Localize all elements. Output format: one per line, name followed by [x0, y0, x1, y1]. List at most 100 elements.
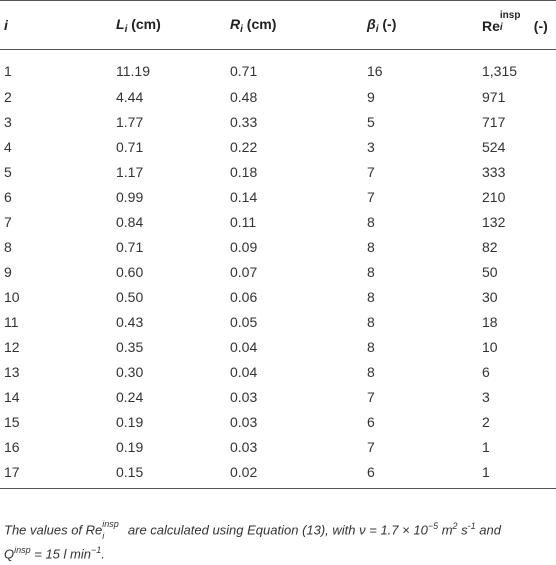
- cell-length: 0.71: [116, 238, 144, 255]
- cell-reynolds: 2: [482, 413, 490, 430]
- cell-reynolds: 1,315: [482, 63, 518, 79]
- cell-reynolds: 132: [482, 213, 506, 230]
- cell-length: 1.17: [116, 163, 144, 180]
- table-row: 10 0.50 0.06 8 30: [0, 284, 556, 309]
- table-body: 1 11.19 0.71 16 1,315 2 4.44 0.48 9 971 3 1.77 0.33 5…: [0, 50, 556, 489]
- table-row: 8 0.71 0.09 8 82: [0, 234, 556, 259]
- table-row: 1 11.19 0.71 16 1,315: [0, 50, 556, 85]
- cell-length: 11.19: [116, 63, 150, 79]
- cell-length: 0.15: [112, 459, 226, 489]
- data-table-container: i Li (cm) Ri (cm) βi (-) Re insp i (-) 1 11…: [0, 0, 556, 489]
- cell-beta: 16: [367, 63, 383, 79]
- header-i: i: [0, 0, 112, 50]
- cell-length: 0.50: [116, 288, 144, 305]
- cell-reynolds: 3: [482, 388, 490, 405]
- cell-radius: 0.33: [230, 113, 258, 130]
- cell-radius: 0.06: [230, 288, 258, 305]
- table-caption: The values of Re insp i are calculated usi…: [4, 519, 501, 562]
- header-radius: Ri (cm): [226, 0, 363, 50]
- table-row: 9 0.60 0.07 8 50: [0, 259, 556, 284]
- cell-beta: 6: [363, 459, 478, 489]
- cell-i: 9: [4, 263, 12, 280]
- cell-i: 4: [4, 138, 12, 155]
- cell-reynolds: 1: [482, 438, 490, 455]
- cell-beta: 7: [367, 188, 375, 205]
- table-row: 6 0.99 0.14 7 210: [0, 184, 556, 209]
- cell-length: 0.35: [116, 338, 144, 355]
- cell-i: 17: [0, 459, 112, 489]
- cell-length: 0.84: [116, 213, 144, 230]
- header-beta: βi (-): [363, 0, 478, 50]
- header-length: Li (cm): [112, 0, 226, 50]
- table-row: 11 0.43 0.05 8 18: [0, 309, 556, 334]
- cell-radius: 0.03: [230, 438, 258, 455]
- cell-reynolds: 971: [482, 88, 506, 105]
- table-row: 14 0.24 0.03 7 3: [0, 384, 556, 409]
- cell-reynolds: 524: [482, 138, 506, 155]
- cell-i: 3: [4, 113, 12, 130]
- cell-reynolds: 50: [482, 263, 498, 280]
- cell-reynolds: 10: [482, 338, 498, 355]
- cell-radius: 0.04: [230, 363, 258, 380]
- cell-radius: 0.03: [230, 413, 258, 430]
- table-row: 16 0.19 0.03 7 1: [0, 434, 556, 459]
- cell-beta: 9: [367, 88, 375, 105]
- cell-reynolds: 18: [482, 313, 498, 330]
- cell-i: 7: [4, 213, 12, 230]
- cell-reynolds: 333: [482, 163, 506, 180]
- cell-beta: 7: [367, 438, 375, 455]
- cell-i: 11: [4, 313, 19, 330]
- cell-radius: 0.03: [230, 388, 258, 405]
- cell-radius: 0.11: [230, 213, 257, 230]
- cell-i: 6: [4, 188, 12, 205]
- table-row: 15 0.19 0.03 6 2: [0, 409, 556, 434]
- cell-beta: 8: [367, 263, 375, 280]
- table-row: 17 0.15 0.02 6 1: [0, 459, 556, 489]
- cell-length: 0.24: [116, 388, 144, 405]
- table-row: 3 1.77 0.33 5 717: [0, 109, 556, 134]
- cell-reynolds: 6: [482, 363, 490, 380]
- cell-radius: 0.07: [230, 263, 258, 280]
- cell-beta: 8: [367, 213, 375, 230]
- cell-radius: 0.04: [230, 338, 258, 355]
- cell-length: 1.77: [116, 113, 144, 130]
- header-reynolds: Re insp i (-): [478, 0, 556, 50]
- cell-i: 2: [4, 88, 12, 105]
- cell-length: 0.43: [116, 313, 144, 330]
- header-row: i Li (cm) Ri (cm) βi (-) Re insp i (-): [0, 0, 556, 50]
- cell-length: 0.19: [116, 413, 144, 430]
- cell-beta: 8: [367, 363, 375, 380]
- cell-length: 0.60: [116, 263, 144, 280]
- cell-radius: 0.48: [230, 88, 258, 105]
- table-row: 13 0.30 0.04 8 6: [0, 359, 556, 384]
- cell-beta: 6: [367, 413, 375, 430]
- table-row: 12 0.35 0.04 8 10: [0, 334, 556, 359]
- cell-reynolds: 717: [482, 113, 506, 130]
- cell-beta: 8: [367, 338, 375, 355]
- cell-i: 15: [4, 413, 20, 430]
- table-row: 2 4.44 0.48 9 971: [0, 84, 556, 109]
- cell-beta: 5: [367, 113, 375, 130]
- cell-radius: 0.71: [230, 63, 258, 79]
- cell-i: 12: [4, 338, 20, 355]
- cell-i: 8: [4, 238, 12, 255]
- cell-radius: 0.05: [230, 313, 258, 330]
- cell-beta: 8: [367, 313, 375, 330]
- cell-length: 0.99: [116, 188, 144, 205]
- cell-length: 0.71: [116, 138, 144, 155]
- cell-radius: 0.02: [226, 459, 363, 489]
- cell-beta: 7: [367, 163, 375, 180]
- table-row: 5 1.17 0.18 7 333: [0, 159, 556, 184]
- cell-beta: 8: [367, 288, 375, 305]
- airway-table: i Li (cm) Ri (cm) βi (-) Re insp i (-) 1 11…: [0, 0, 556, 489]
- cell-reynolds: 82: [482, 238, 498, 255]
- table-row: 7 0.84 0.11 8 132: [0, 209, 556, 234]
- cell-radius: 0.14: [230, 188, 258, 205]
- cell-radius: 0.22: [230, 138, 258, 155]
- cell-reynolds: 30: [482, 288, 498, 305]
- cell-i: 14: [4, 388, 20, 405]
- cell-length: 4.44: [116, 88, 144, 105]
- cell-i: 10: [4, 288, 20, 305]
- cell-beta: 8: [367, 238, 375, 255]
- cell-i: 1: [4, 63, 12, 79]
